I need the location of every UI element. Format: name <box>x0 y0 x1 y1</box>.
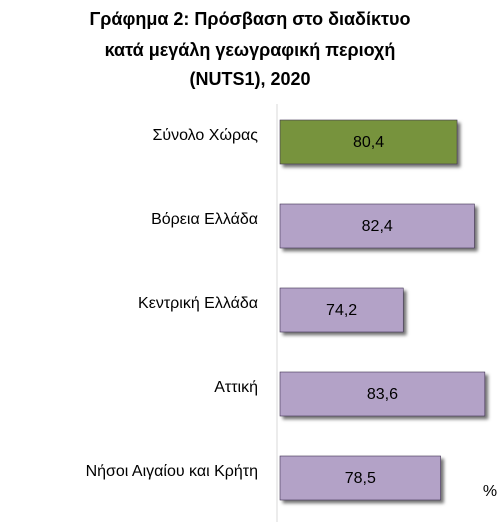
bar <box>279 371 486 417</box>
bar <box>279 203 475 249</box>
value-label: 74,2 <box>326 302 357 319</box>
chart-title: κατά μεγάλη γεωγραφική περιοχή <box>105 40 396 60</box>
bar <box>279 455 441 501</box>
chart-title: Γράφημα 2: Πρόσβαση στο διαδίκτυο <box>89 9 410 29</box>
category-label: Αττική <box>214 379 258 396</box>
value-label: 80,4 <box>353 134 384 151</box>
value-label: 83,6 <box>367 386 398 403</box>
bar <box>279 287 404 333</box>
bar <box>279 119 458 165</box>
category-label: Βόρεια Ελλάδα <box>151 211 258 228</box>
unit-label: % <box>483 483 497 500</box>
value-label: 78,5 <box>345 470 376 487</box>
category-label: Κεντρική Ελλάδα <box>138 295 258 312</box>
category-label: Νήσοι Αιγαίου και Κρήτη <box>86 463 258 480</box>
chart-title: (NUTS1), 2020 <box>189 69 310 89</box>
category-label: Σύνολο Χώρας <box>152 127 258 144</box>
value-label: 82,4 <box>362 218 393 235</box>
